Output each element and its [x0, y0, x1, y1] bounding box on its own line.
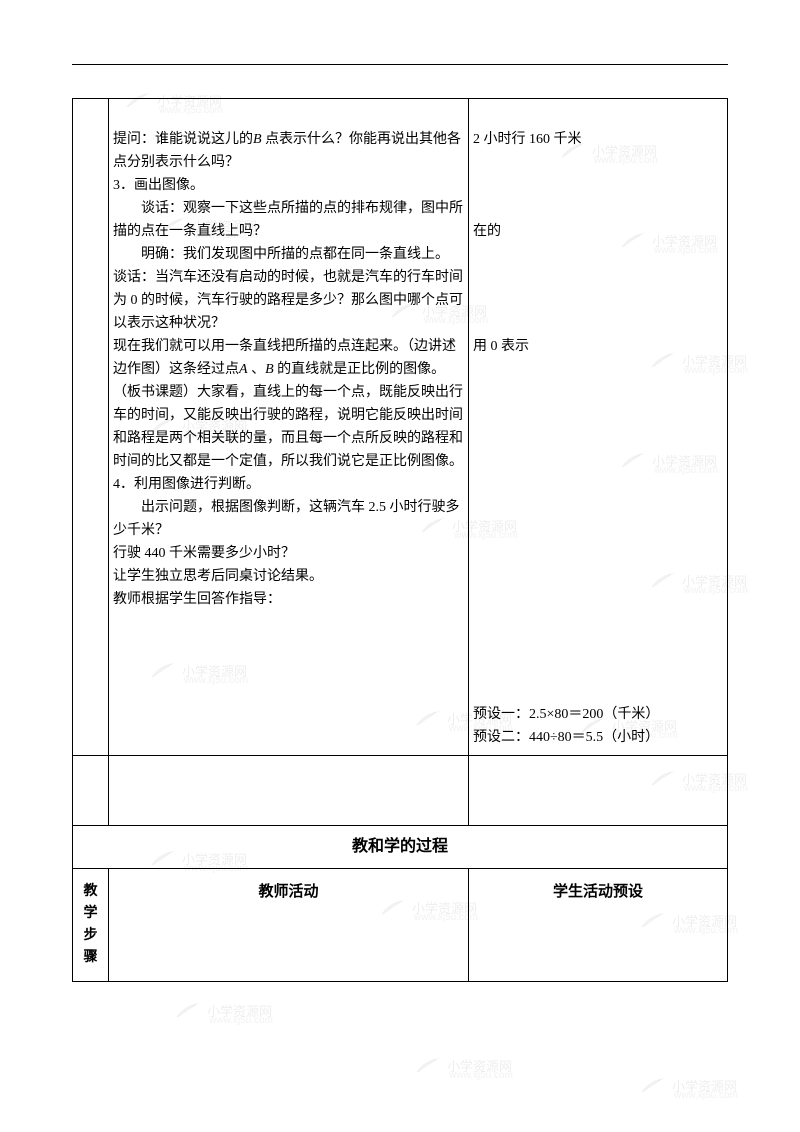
col-header-student: 学生活动预设: [469, 869, 728, 982]
col-header-teacher: 教师活动: [109, 869, 469, 982]
answer: 在的: [473, 220, 723, 243]
document-page: 提问：谁能说说这儿的B 点表示什么？你能再说出其他各点分别表示什么吗？ 3．画出…: [0, 0, 800, 1132]
col-header-step: 教学步骤: [73, 869, 109, 982]
section-header-row: 教和学的过程: [73, 826, 728, 869]
empty-cell: [109, 756, 469, 826]
col-step-empty: [73, 99, 109, 756]
watermark: 小学资源网www.xj5u.com: [640, 1075, 737, 1095]
italic-b: B: [265, 362, 274, 377]
watermark: 小学资源网www.xj5u.com: [175, 1000, 272, 1020]
spacer: [473, 243, 723, 335]
italic-a: A: [239, 362, 248, 377]
paragraph: 让学生独立思考后同桌讨论结果。: [113, 565, 464, 588]
answer: 2 小时行 160 千米: [473, 128, 723, 151]
paragraph: 行驶 440 千米需要多少小时？: [113, 542, 464, 565]
paragraph: [113, 105, 464, 128]
section-3: 3．画出图像。: [113, 174, 464, 197]
paragraph: 教师根据学生回答作指导：: [113, 588, 464, 611]
paragraph: 明确：我们发现图中所描的点都在同一条直线上。: [113, 243, 464, 266]
watermark-url: www.xj5u.com: [449, 1070, 513, 1081]
paragraph: 现在我们就可以用一条直线把所描的点连起来。（边讲述边作图）这条经过点A 、B 的…: [113, 335, 464, 473]
spacer-row: [73, 756, 728, 826]
spacer: [473, 151, 723, 220]
lesson-plan-table: 提问：谁能说说这儿的B 点表示什么？你能再说出其他各点分别表示什么吗？ 3．画出…: [72, 98, 728, 982]
column-header-row: 教学步骤 教师活动 学生活动预设: [73, 869, 728, 982]
watermark-url: www.xj5u.com: [209, 1015, 273, 1026]
paragraph: 出示问题，根据图像判断，这辆汽车 2.5 小时行驶多少千米？: [113, 496, 464, 542]
text: 提问：谁能说说这儿的: [113, 132, 253, 147]
paragraph: 谈话：当汽车还没有启动的时候，也就是汽车的行车时间为 0 的时候，汽车行驶的路程…: [113, 266, 464, 335]
content-row: 提问：谁能说说这儿的B 点表示什么？你能再说出其他各点分别表示什么吗？ 3．画出…: [73, 99, 728, 756]
empty-cell: [73, 756, 109, 826]
section-header: 教和学的过程: [73, 826, 728, 869]
col-student-activity: 2 小时行 160 千米 在的 用 0 表示 预设一：2.5×80＝200（千米…: [469, 99, 728, 756]
text: 、: [248, 362, 266, 377]
paragraph: [473, 105, 723, 128]
answer: 用 0 表示: [473, 335, 723, 358]
text: 的直线就是正比例的图像。（板书课题）大家看，直线上的每一个点，既能反映出行车的时…: [113, 362, 463, 469]
empty-cell: [469, 756, 728, 826]
watermark: 小学资源网www.xj5u.com: [415, 1055, 512, 1075]
answer: 预设一：2.5×80＝200（千米）: [473, 703, 723, 726]
answer: 预设二：440÷80＝5.5（小时）: [473, 726, 723, 749]
paragraph: 提问：谁能说说这儿的B 点表示什么？你能再说出其他各点分别表示什么吗？: [113, 128, 464, 174]
watermark-url: www.xj5u.com: [674, 1090, 738, 1101]
section-4: 4．利用图像进行判断。: [113, 473, 464, 496]
header-rule: [72, 64, 728, 65]
italic-b: B: [253, 132, 262, 147]
spacer: [473, 358, 723, 703]
col-teacher-activity: 提问：谁能说说这儿的B 点表示什么？你能再说出其他各点分别表示什么吗？ 3．画出…: [109, 99, 469, 756]
paragraph: 谈话：观察一下这些点所描的点的排布规律，图中所描的点在一条直线上吗？: [113, 197, 464, 243]
